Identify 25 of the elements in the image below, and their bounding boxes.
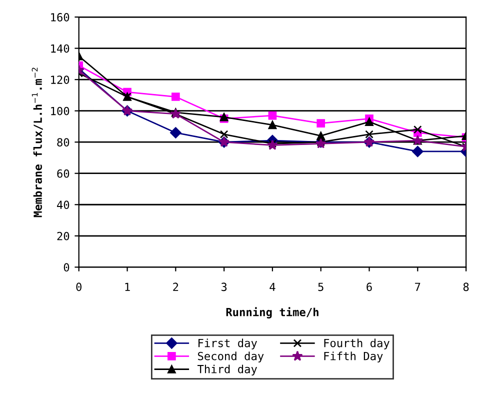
y-tick-label: 120 (51, 76, 70, 84)
legend-label: Second day (198, 352, 264, 362)
x-tick-label: 6 (366, 282, 372, 292)
legend-label: First day (198, 338, 258, 350)
x-tick-label: 0 (76, 282, 82, 292)
y-tick-label: 100 (51, 106, 70, 116)
x-tick-label: 4 (270, 282, 276, 291)
y-tick-label: 20 (57, 232, 70, 240)
y-tick-label: 160 (51, 13, 70, 22)
x-tick-label: 7 (415, 282, 420, 291)
legend-label: Fifth Day (324, 352, 383, 362)
y-tick-label: 140 (51, 44, 70, 53)
y-tick-label: 80 (57, 138, 70, 147)
x-tick-label: 5 (318, 282, 324, 292)
y-axis-title: Membrane flux/L.h$^{−1}$.m$^{−2}$ (32, 68, 43, 218)
legend-label: Third day (197, 364, 258, 376)
x-tick-label: 1 (125, 282, 130, 291)
y-tick-label: 0 (64, 263, 70, 272)
x-axis-title: Running time/h (226, 307, 318, 318)
x-tick-label: 2 (173, 282, 178, 291)
x-tick-label: 8 (463, 282, 469, 292)
x-tick-label: 3 (221, 282, 227, 292)
y-tick-label: 40 (57, 200, 70, 210)
legend-label: Fourth day (324, 338, 390, 350)
y-tick-label: 60 (57, 169, 70, 178)
